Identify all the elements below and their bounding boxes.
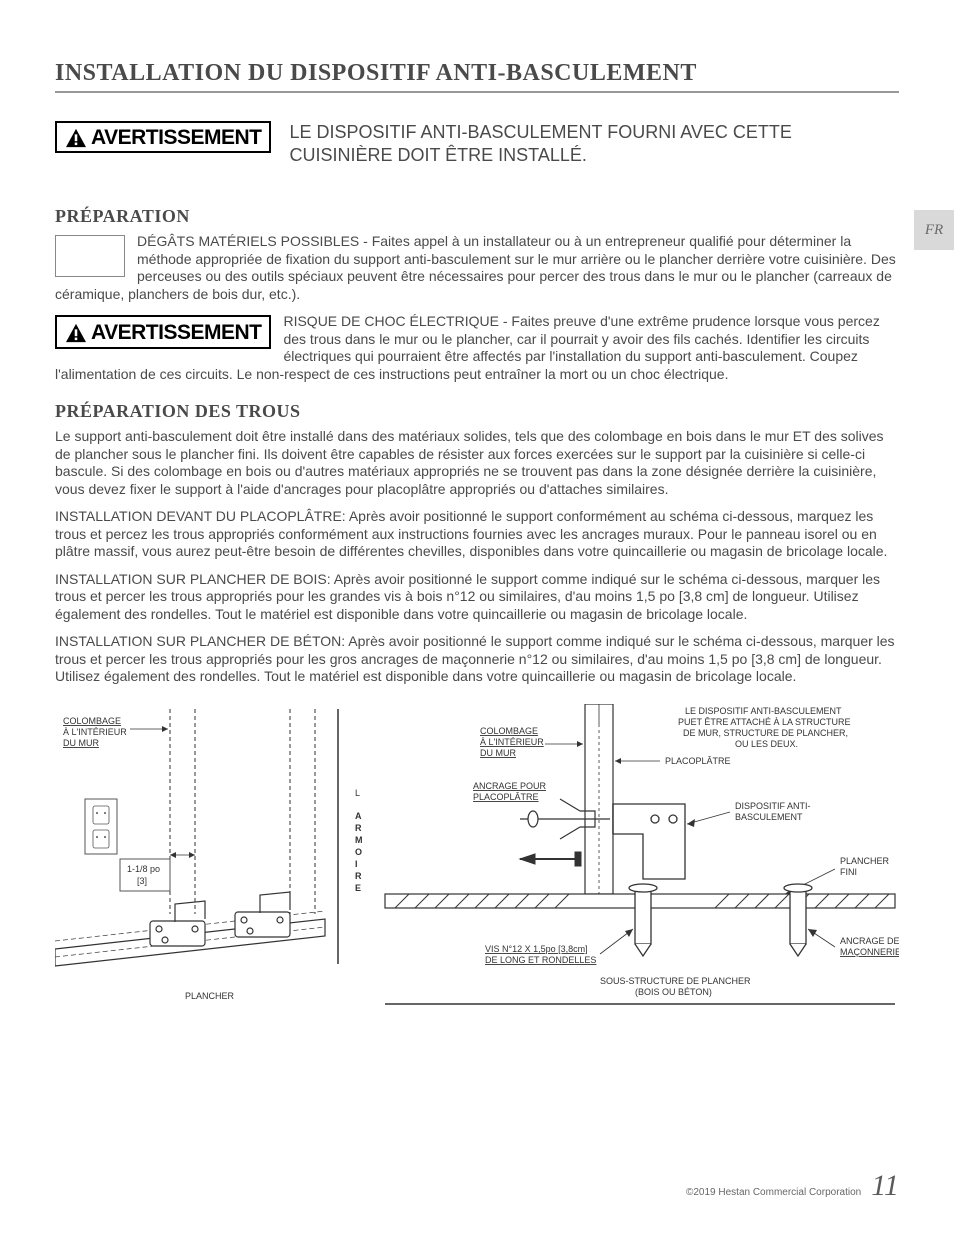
prep-paragraph-1: DÉGÂTS MATÉRIELS POSSIBLES - Faites appe… — [55, 233, 899, 303]
diag-right-stud-l1: COLOMBAGE — [480, 726, 538, 736]
prep-p1-text: DÉGÂTS MATÉRIELS POSSIBLES - Faites appe… — [55, 233, 896, 302]
language-tab: FR — [914, 210, 954, 250]
warning-triangle-icon — [65, 323, 87, 343]
diag-right-floor-l2: FINI — [840, 867, 857, 877]
diag-right-anchor-l1: ANCRAGE POUR — [473, 781, 547, 791]
diag-left-dim-metric: [3] — [137, 876, 147, 886]
diag-right-stud-l2: À L'INTÉRIEUR — [480, 737, 544, 747]
svg-text:O: O — [355, 847, 362, 857]
lead-row: AVERTISSEMENT LE DISPOSITIF ANTI-BASCULE… — [55, 121, 899, 166]
warning-triangle-icon — [65, 128, 87, 148]
diag-right-floor-l1: PLANCHER — [840, 856, 890, 866]
diag-right-device-l2: BASCULEMENT — [735, 812, 803, 822]
warning-label: AVERTISSEMENT — [91, 320, 261, 346]
diag-left-dim: 1-1/8 po — [127, 864, 160, 874]
svg-text:A: A — [355, 811, 362, 821]
holes-p2: INSTALLATION DEVANT DU PLACOPLÂTRE: Aprè… — [55, 508, 899, 561]
page-title: INSTALLATION DU DISPOSITIF ANTI-BASCULEM… — [55, 60, 899, 93]
diag-left-stud-l1: COLOMBAGE — [63, 716, 121, 726]
diag-right-top-l4: OU LES DEUX. — [735, 739, 798, 749]
placeholder-box — [55, 235, 125, 277]
diag-right-sub-l1: SOUS-STRUCTURE DE PLANCHER — [600, 976, 751, 986]
copyright-text: ©2019 Hestan Commercial Corporation — [686, 1187, 861, 1198]
lead-text: LE DISPOSITIF ANTI-BASCULEMENT FOURNI AV… — [289, 121, 899, 166]
diag-right-masonry-l2: MAÇONNERIE — [840, 947, 899, 957]
diag-right-anchor-l2: PLACOPLÂTRE — [473, 792, 539, 802]
holes-p3: INSTALLATION SUR PLANCHER DE BOIS: Après… — [55, 571, 899, 624]
holes-p1: Le support anti-basculement doit être in… — [55, 428, 899, 498]
diag-left-stud-l3: DU MUR — [63, 738, 99, 748]
svg-text:R: R — [355, 823, 362, 833]
diag-right-stud-l3: DU MUR — [480, 748, 516, 758]
svg-text:R: R — [355, 871, 362, 881]
installation-diagram: COLOMBAGE À L'INTÉRIEUR DU MUR 1-1/8 po … — [55, 704, 899, 1029]
diag-left-floor: PLANCHER — [185, 991, 235, 1001]
page-number: 11 — [871, 1169, 899, 1203]
diag-right-screw-l2: DE LONG ET RONDELLES — [485, 955, 596, 965]
diag-left-stud-l2: À L'INTÉRIEUR — [63, 727, 127, 737]
diag-right-top-l3: DE MUR, STRUCTURE DE PLANCHER, — [683, 728, 848, 738]
holes-p4: INSTALLATION SUR PLANCHER DE BÉTON: Aprè… — [55, 633, 899, 686]
warning-badge: AVERTISSEMENT — [55, 121, 271, 153]
svg-text:M: M — [355, 835, 363, 845]
section-heading-preparation: PRÉPARATION — [55, 206, 899, 227]
svg-text:E: E — [355, 883, 361, 893]
diag-right-device-l1: DISPOSITIF ANTI- — [735, 801, 811, 811]
diag-right-top-l1: LE DISPOSITIF ANTI-BASCULEMENT — [685, 706, 842, 716]
svg-text:L: L — [355, 788, 360, 798]
section-heading-holes: PRÉPARATION DES TROUS — [55, 401, 899, 422]
diag-right-masonry-l1: ANCRAGE DE — [840, 936, 899, 946]
prep-paragraph-2: AVERTISSEMENT RISQUE DE CHOC ÉLECTRIQUE … — [55, 313, 899, 383]
diag-right-drywall: PLACOPLÂTRE — [665, 756, 731, 766]
diag-right-sub-l2: (BOIS OU BÉTON) — [635, 987, 712, 997]
diag-right-top-l2: PUET ÊTRE ATTACHÉ À LA STRUCTURE — [678, 717, 851, 727]
diagram-svg: COLOMBAGE À L'INTÉRIEUR DU MUR 1-1/8 po … — [55, 704, 899, 1024]
diag-right-screw-l1: VIS N°12 X 1,5po [3,8cm] — [485, 944, 588, 954]
warning-badge-inline: AVERTISSEMENT — [55, 315, 271, 349]
svg-text:I: I — [355, 859, 358, 869]
page-footer: ©2019 Hestan Commercial Corporation 11 — [686, 1169, 899, 1203]
warning-label: AVERTISSEMENT — [91, 126, 261, 150]
